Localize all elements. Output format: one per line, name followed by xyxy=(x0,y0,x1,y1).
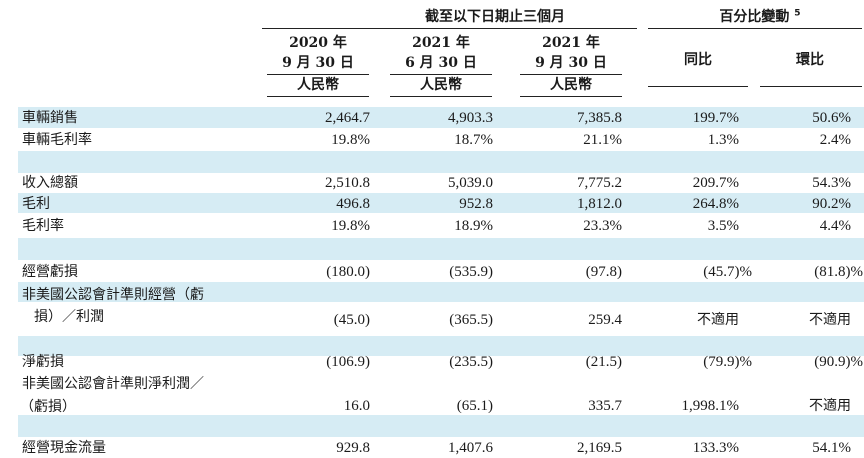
cell-value: (365.5) xyxy=(449,312,493,328)
row-band xyxy=(18,415,864,437)
unit-label-col2: 人民幣 xyxy=(420,77,462,93)
row-label-non-gaap-net: 非美國公認會計準則淨利潤／ xyxy=(22,376,204,392)
row-band xyxy=(18,107,864,128)
col-header-qoq: 環比 xyxy=(796,52,824,68)
row-label-operating-loss: 經營虧損 xyxy=(22,264,78,280)
cell-value: 19.8% xyxy=(331,132,370,148)
cell-value: (81.8)% xyxy=(814,264,863,280)
cell-value: 929.8 xyxy=(336,440,370,456)
cell-value: 23.3% xyxy=(583,218,622,234)
row-band xyxy=(18,151,864,173)
col-header-date: 6 月 30 日 xyxy=(405,55,477,71)
unit-label-col1: 人民幣 xyxy=(297,77,339,93)
header-rule-col2 xyxy=(390,74,492,75)
header-group-change-label: 百分比變動 xyxy=(719,9,790,25)
header-rule-col4 xyxy=(648,86,748,87)
cell-value: 不適用 xyxy=(697,312,739,328)
col-header-year: 2021 年 xyxy=(412,35,470,51)
cell-value: 5,039.0 xyxy=(448,175,493,191)
cell-value: 259.4 xyxy=(588,312,622,328)
cell-value: 50.6% xyxy=(812,110,851,126)
col-header-2021-q2: 2021 年 6 月 30 日 xyxy=(385,33,497,73)
col-header-date: 9 月 30 日 xyxy=(535,55,607,71)
cell-value: 335.7 xyxy=(588,398,622,414)
cell-value: (535.9) xyxy=(449,264,493,280)
cell-value: 133.3% xyxy=(692,440,739,456)
header-rule-group1 xyxy=(262,28,637,29)
row-label-gross-margin: 毛利率 xyxy=(22,218,64,234)
cell-value: 496.8 xyxy=(336,196,370,212)
cell-value: 21.1% xyxy=(583,132,622,148)
cell-value: 1.3% xyxy=(707,132,739,148)
cell-value: (65.1) xyxy=(456,398,493,414)
cell-value: 19.8% xyxy=(331,218,370,234)
header-rule-group2 xyxy=(648,28,862,29)
cell-value: 不適用 xyxy=(809,398,851,414)
cell-value: 不適用 xyxy=(809,312,851,328)
col-header-year: 2021 年 xyxy=(542,35,600,51)
cell-value: 54.1% xyxy=(812,440,851,456)
row-label-gross-profit: 毛利 xyxy=(22,196,50,212)
row-label-non-gaap-operating: 非美國公認會計準則經營（虧 xyxy=(22,287,204,303)
row-label-vehicle-sales: 車輛銷售 xyxy=(22,110,78,126)
cell-value: 264.8% xyxy=(692,196,739,212)
row-band xyxy=(18,193,864,213)
cell-value: 2,464.7 xyxy=(325,110,370,126)
cell-value: (90.9)% xyxy=(814,354,863,370)
col-header-2020-q3: 2020 年 9 月 30 日 xyxy=(262,33,374,73)
cell-value: 54.3% xyxy=(812,175,851,191)
row-label-non-gaap-net-cont: （虧損） xyxy=(20,399,76,415)
row-label-operating-cash-flow: 經營現金流量 xyxy=(22,440,106,456)
unit-label-col3: 人民幣 xyxy=(550,77,592,93)
cell-value: 7,775.2 xyxy=(577,175,622,191)
header-group-change: 百分比變動 5 xyxy=(660,6,860,26)
row-band xyxy=(18,336,864,356)
cell-value: 199.7% xyxy=(692,110,739,126)
cell-value: (180.0) xyxy=(326,264,370,280)
cell-value: 1,998.1% xyxy=(681,398,740,414)
cell-value: 2,510.8 xyxy=(325,175,370,191)
row-label-vehicle-margin: 車輛毛利率 xyxy=(22,132,92,148)
cell-value: 4.4% xyxy=(819,218,851,234)
cell-value: 2,169.5 xyxy=(577,440,622,456)
col-header-yoy: 同比 xyxy=(684,52,712,68)
row-label-non-gaap-operating-cont: 損）／利潤 xyxy=(34,309,104,325)
header-rule-col1 xyxy=(267,74,369,75)
header-rule-col5 xyxy=(760,86,862,87)
cell-value: (97.8) xyxy=(585,264,622,280)
cell-value: (79.9)% xyxy=(703,354,752,370)
cell-value: (235.5) xyxy=(449,354,493,370)
cell-value: 1,812.0 xyxy=(577,196,622,212)
footnote-marker: 5 xyxy=(794,8,801,19)
row-band xyxy=(18,238,864,260)
header-group-periods: 截至以下日期止三個月 xyxy=(425,9,565,25)
cell-value: 90.2% xyxy=(812,196,851,212)
col-header-year: 2020 年 xyxy=(289,35,347,51)
cell-value: 16.0 xyxy=(343,398,370,414)
unit-rule-col3 xyxy=(520,96,622,97)
unit-rule-col1 xyxy=(267,96,369,97)
cell-value: (45.0) xyxy=(333,312,370,328)
cell-value: (21.5) xyxy=(585,354,622,370)
header-rule-col3 xyxy=(520,74,622,75)
cell-value: (45.7)% xyxy=(703,264,752,280)
row-label-net-loss: 淨虧損 xyxy=(22,354,64,370)
cell-value: 3.5% xyxy=(707,218,739,234)
cell-value: (106.9) xyxy=(326,354,370,370)
cell-value: 4,903.3 xyxy=(448,110,493,126)
cell-value: 18.9% xyxy=(454,218,493,234)
cell-value: 7,385.8 xyxy=(577,110,622,126)
unit-rule-col2 xyxy=(390,96,492,97)
cell-value: 18.7% xyxy=(454,132,493,148)
row-label-total-revenue: 收入總額 xyxy=(22,175,78,191)
cell-value: 1,407.6 xyxy=(448,440,493,456)
cell-value: 2.4% xyxy=(819,132,851,148)
cell-value: 952.8 xyxy=(459,196,493,212)
cell-value: 209.7% xyxy=(692,175,739,191)
col-header-date: 9 月 30 日 xyxy=(282,55,354,71)
col-header-2021-q3: 2021 年 9 月 30 日 xyxy=(515,33,627,73)
row-band xyxy=(18,282,864,302)
